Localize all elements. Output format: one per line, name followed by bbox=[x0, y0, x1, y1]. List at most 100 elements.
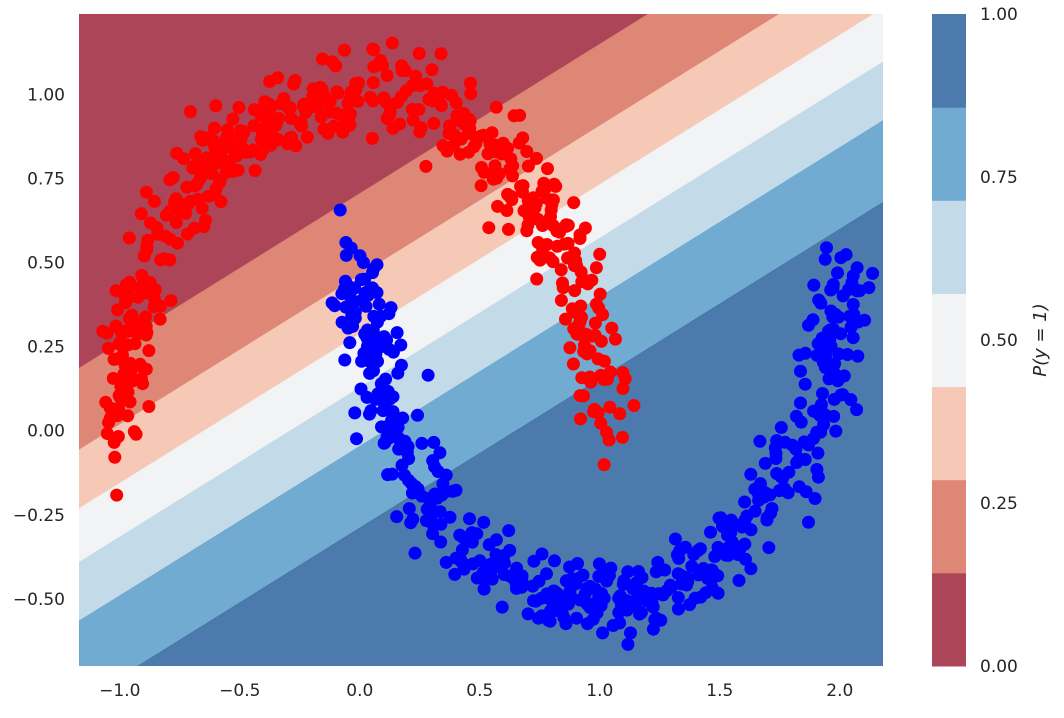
class-1-point bbox=[850, 403, 864, 417]
class-0-point bbox=[413, 125, 427, 139]
class-0-point bbox=[258, 95, 272, 109]
class-0-point bbox=[474, 179, 488, 193]
class-1-point bbox=[846, 331, 860, 345]
class-1-point bbox=[350, 432, 363, 446]
class-0-point bbox=[331, 86, 345, 100]
class-1-point bbox=[831, 266, 844, 280]
class-1-point bbox=[580, 597, 594, 611]
class-1-point bbox=[357, 346, 371, 360]
class-1-point bbox=[704, 525, 717, 539]
class-0-point bbox=[553, 222, 567, 236]
class-0-point bbox=[581, 277, 595, 291]
class-0-point bbox=[337, 43, 351, 57]
colorbar-segment-5 bbox=[932, 107, 966, 201]
class-1-point bbox=[348, 406, 362, 420]
x-tick-label: −0.5 bbox=[219, 681, 260, 701]
class-1-point bbox=[346, 295, 360, 309]
colorbar-tick-label: 0.75 bbox=[980, 168, 1018, 188]
class-0-point bbox=[412, 47, 426, 60]
class-0-point bbox=[597, 458, 611, 472]
class-1-point bbox=[391, 366, 405, 380]
class-1-point bbox=[502, 524, 516, 538]
class-1-point bbox=[797, 435, 811, 449]
class-0-point bbox=[492, 167, 506, 181]
class-0-point bbox=[517, 204, 531, 218]
colorbar-segment-2 bbox=[932, 386, 966, 481]
class-1-point bbox=[814, 296, 828, 310]
class-0-point bbox=[231, 163, 245, 177]
class-1-point bbox=[833, 370, 847, 384]
class-1-point bbox=[836, 388, 850, 402]
class-1-point bbox=[424, 491, 438, 505]
colorbar-segment-6 bbox=[932, 14, 966, 108]
class-0-point bbox=[272, 111, 286, 125]
class-0-point bbox=[169, 216, 183, 229]
class-0-point bbox=[208, 121, 221, 135]
class-1-point bbox=[777, 482, 791, 496]
x-tick-label: 0.0 bbox=[346, 681, 373, 701]
class-0-point bbox=[530, 151, 543, 165]
class-1-point bbox=[617, 574, 631, 588]
class-1-point bbox=[365, 281, 379, 295]
class-0-point bbox=[399, 84, 413, 98]
class-0-point bbox=[243, 145, 257, 159]
class-0-point bbox=[114, 334, 128, 348]
class-0-point bbox=[453, 147, 467, 161]
class-0-point bbox=[325, 55, 339, 69]
class-0-point bbox=[573, 232, 587, 245]
class-0-point bbox=[568, 284, 582, 298]
class-1-point bbox=[789, 409, 803, 423]
y-tick-label: 0.00 bbox=[27, 422, 65, 442]
class-0-point bbox=[587, 405, 601, 419]
class-0-point bbox=[550, 239, 564, 253]
class-1-point bbox=[827, 409, 841, 423]
class-0-point bbox=[570, 259, 584, 273]
class-0-point bbox=[214, 195, 228, 209]
class-0-point bbox=[589, 261, 603, 275]
class-1-point bbox=[402, 502, 416, 516]
class-0-point bbox=[154, 299, 167, 313]
class-0-point bbox=[297, 100, 310, 114]
class-0-point bbox=[608, 332, 622, 346]
class-1-point bbox=[381, 468, 395, 482]
class-0-point bbox=[300, 130, 314, 144]
class-1-point bbox=[543, 614, 557, 628]
class-0-point bbox=[502, 222, 515, 236]
class-1-point bbox=[379, 372, 393, 386]
class-1-point bbox=[724, 526, 738, 540]
class-1-point bbox=[798, 377, 812, 391]
class-1-point bbox=[674, 569, 688, 582]
class-1-point bbox=[808, 492, 822, 505]
class-1-point bbox=[769, 447, 783, 460]
class-1-point bbox=[752, 493, 766, 507]
class-1-point bbox=[829, 424, 843, 438]
class-1-point bbox=[624, 626, 637, 640]
class-1-point bbox=[343, 336, 357, 350]
class-1-point bbox=[685, 559, 699, 573]
class-1-point bbox=[680, 578, 693, 592]
class-1-point bbox=[596, 626, 610, 640]
class-0-point bbox=[122, 231, 136, 245]
class-1-point bbox=[580, 582, 594, 595]
class-0-point bbox=[108, 450, 122, 464]
class-0-point bbox=[593, 247, 607, 261]
class-0-point bbox=[101, 341, 115, 355]
class-1-point bbox=[345, 308, 359, 322]
class-0-point bbox=[516, 179, 530, 193]
class-1-point bbox=[731, 548, 745, 561]
class-1-point bbox=[826, 278, 840, 291]
class-0-point bbox=[100, 427, 114, 440]
class-1-point bbox=[415, 436, 429, 450]
class-1-point bbox=[712, 511, 726, 525]
class-1-point bbox=[509, 574, 523, 587]
class-0-point bbox=[616, 430, 629, 444]
class-1-point bbox=[390, 326, 404, 340]
class-1-point bbox=[651, 555, 665, 569]
class-1-point bbox=[648, 613, 662, 627]
y-tick-label: −0.50 bbox=[13, 590, 65, 610]
class-1-point bbox=[411, 408, 424, 422]
class-0-point bbox=[195, 201, 209, 215]
class-0-point bbox=[467, 140, 481, 154]
class-1-point bbox=[814, 409, 828, 422]
colorbar-tick-label: 1.00 bbox=[980, 5, 1018, 25]
